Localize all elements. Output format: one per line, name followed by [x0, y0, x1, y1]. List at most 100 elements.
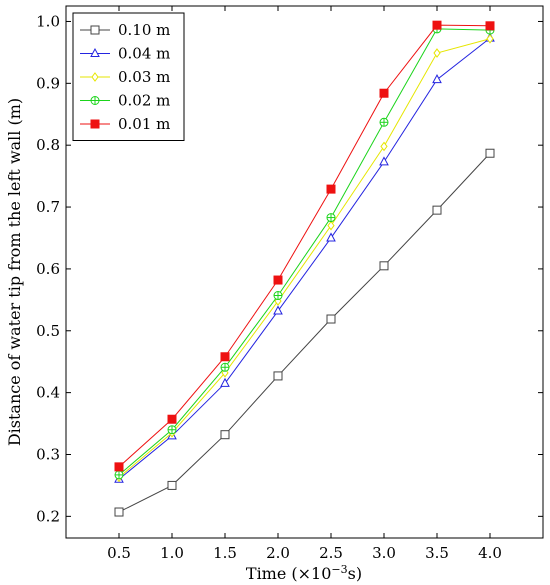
marker-shape: [326, 314, 336, 324]
marker-shape: [326, 184, 336, 194]
marker-shape: [380, 141, 388, 152]
x-tick-label: 2.0: [266, 544, 290, 562]
data-point: [432, 205, 442, 215]
marker-shape: [273, 305, 283, 315]
series-line: [118, 38, 491, 478]
marker-shape: [327, 220, 335, 231]
data-point: [273, 305, 283, 315]
data-point: [167, 414, 177, 424]
marker-shape: [90, 119, 100, 129]
marker-shape: [379, 261, 389, 271]
marker-shape: [220, 352, 230, 362]
x-tick-label: 4.0: [478, 544, 502, 562]
legend-label: 0.03 m: [118, 68, 170, 86]
data-point: [379, 261, 389, 271]
marker-shape: [114, 462, 124, 472]
data-point: [432, 74, 442, 84]
data-point: [220, 352, 230, 362]
legend-label: 0.01 m: [118, 115, 170, 133]
data-point: [273, 371, 283, 381]
y-axis-label: Distance of water tip from the left wall…: [5, 98, 24, 446]
marker-shape: [485, 21, 495, 31]
legend-item: 0.04 m: [80, 45, 170, 63]
plot-frame: [65, 5, 544, 539]
data-point: [326, 213, 336, 223]
data-point: [114, 507, 124, 517]
data-point: [167, 425, 177, 435]
marker-shape: [433, 48, 441, 58]
data-point: [379, 88, 389, 98]
data-point: [220, 377, 230, 387]
marker-shape: [220, 377, 230, 387]
series-line: [118, 152, 491, 513]
x-tick-label: 3.5: [425, 544, 449, 562]
series-line: [118, 37, 491, 480]
data-point: [432, 20, 442, 30]
marker-shape: [273, 371, 283, 381]
data-point: [326, 314, 336, 324]
marker-shape: [167, 480, 177, 490]
data-point: [220, 362, 230, 372]
y-tick-label: 0.9: [36, 74, 60, 92]
legend-marker: [90, 119, 100, 129]
marker-shape: [90, 47, 100, 57]
y-tick-label: 0.7: [36, 198, 60, 216]
legend-item: 0.03 m: [80, 68, 170, 86]
data-point: [379, 117, 389, 127]
y-tick-label: 0.2: [36, 507, 60, 525]
legend-marker: [90, 25, 100, 35]
data-point: [327, 220, 335, 231]
data-point: [433, 48, 441, 58]
marker-shape: [379, 88, 389, 98]
x-axis-label: Time (×10−3s): [246, 563, 362, 583]
marker-shape: [379, 156, 389, 166]
data-point: [326, 232, 336, 242]
data-point: [486, 33, 494, 44]
marker-shape: [486, 33, 494, 44]
data-point: [220, 430, 230, 440]
data-point: [485, 148, 495, 158]
marker-shape: [273, 275, 283, 285]
x-tick-label: 2.5: [319, 544, 343, 562]
legend-marker: [90, 96, 100, 105]
x-tick-label: 3.0: [372, 544, 396, 562]
marker-shape: [91, 72, 99, 82]
x-tick-label: 1.0: [160, 544, 184, 562]
data-point: [326, 184, 336, 194]
legend-marker: [91, 72, 99, 82]
series-group: [114, 20, 495, 517]
marker-shape: [432, 74, 442, 84]
legend-label: 0.04 m: [118, 45, 170, 63]
marker-shape: [432, 20, 442, 30]
y-tick-label: 0.4: [36, 384, 60, 402]
legend-item: 0.01 m: [80, 115, 170, 133]
axis-ticks: 0.5 1.0 1.5 2.0 2.5 3.0 3.5 4.0 0.2 0.3 0.4 0.5 0.6 0…: [36, 6, 543, 562]
series-line: [118, 28, 491, 476]
y-tick-label: 0.5: [36, 322, 60, 340]
y-tick-label: 0.6: [36, 260, 60, 278]
y-tick-label: 0.3: [36, 445, 60, 463]
marker-shape: [220, 430, 230, 440]
legend-label: 0.10 m: [118, 21, 170, 39]
legend-item: 0.02 m: [80, 92, 170, 110]
marker-shape: [326, 232, 336, 242]
marker-shape: [167, 414, 177, 424]
marker-shape: [485, 148, 495, 158]
data-point: [273, 275, 283, 285]
y-tick-label: 0.8: [36, 136, 60, 154]
x-tick-label: 1.5: [213, 544, 237, 562]
data-point: [485, 21, 495, 31]
legend-label: 0.02 m: [118, 92, 170, 110]
legend-marker: [90, 47, 100, 57]
y-tick-label: 1.0: [36, 12, 60, 30]
series-5: [114, 20, 495, 472]
data-point: [167, 480, 177, 490]
data-point: [114, 470, 124, 480]
data-point: [380, 141, 388, 152]
marker-shape: [90, 25, 100, 35]
data-point: [273, 291, 283, 301]
series-line: [118, 24, 491, 468]
legend: 0.10 m 0.04 m 0.03 m 0.02 m 0.01 m: [72, 12, 185, 141]
series-1: [114, 148, 495, 517]
